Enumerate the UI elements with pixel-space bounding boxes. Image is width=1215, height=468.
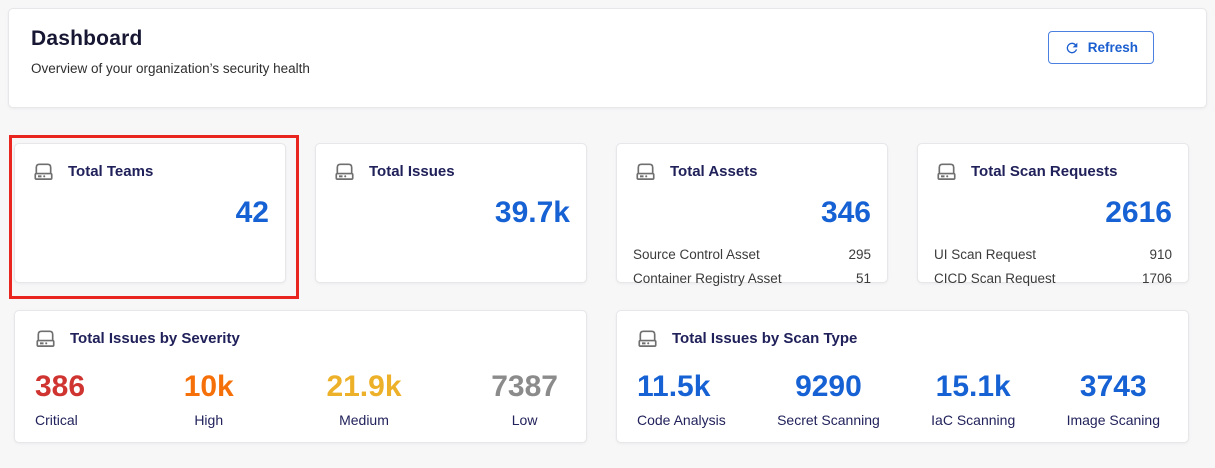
- total-issues-card: Total Issues 39.7k: [315, 143, 587, 283]
- stat-value: 3743: [1079, 370, 1147, 403]
- stat-label: Image Scaning: [1066, 412, 1160, 428]
- scan-type-stat-image-scanning: 3743 Image Scaning: [1066, 370, 1160, 429]
- refresh-button[interactable]: Refresh: [1047, 31, 1154, 64]
- header-text: Dashboard Overview of your organization’…: [31, 25, 310, 91]
- card-title: Total Scan Requests: [971, 163, 1118, 180]
- stat-label: Medium: [339, 412, 389, 428]
- detail-label: CICD Scan Request: [934, 271, 1056, 286]
- stat-label: Critical: [35, 412, 78, 428]
- card-title: Total Issues: [369, 163, 455, 180]
- page-header: Dashboard Overview of your organization’…: [8, 8, 1207, 108]
- total-assets-value: 346: [820, 196, 871, 229]
- stat-label: Secret Scanning: [777, 412, 880, 428]
- issues-by-scan-type-card: Total Issues by Scan Type 11.5k Code Ana…: [616, 310, 1189, 443]
- severity-stat-medium: 21.9k Medium: [326, 370, 402, 429]
- stat-value: 15.1k: [935, 370, 1011, 403]
- hard-drive-icon: [934, 159, 959, 184]
- total-teams-value: 42: [235, 196, 269, 229]
- refresh-button-label: Refresh: [1087, 40, 1138, 55]
- hard-drive-icon: [635, 326, 660, 351]
- detail-label: Container Registry Asset: [633, 271, 782, 286]
- card-title: Total Teams: [68, 163, 154, 180]
- severity-stat-critical: 386 Critical: [35, 370, 91, 429]
- detail-row: Source Control Asset 295: [633, 243, 871, 267]
- stat-value: 9290: [795, 370, 862, 403]
- hard-drive-icon: [332, 159, 357, 184]
- hard-drive-icon: [633, 159, 658, 184]
- detail-row: Container Registry Asset 51: [633, 267, 871, 291]
- total-scan-requests-card: Total Scan Requests 2616 UI Scan Request…: [917, 143, 1189, 286]
- total-teams-card: Total Teams 42: [14, 143, 286, 283]
- detail-row: CICD Scan Request 1706: [934, 267, 1172, 291]
- breakdown-card-row: Total Issues by Severity 386 Critical 10…: [14, 310, 1189, 443]
- scan-type-stat-iac-scanning: 15.1k IaC Scanning: [931, 370, 1016, 429]
- detail-value: 51: [855, 271, 871, 286]
- card-title: Total Issues by Scan Type: [672, 330, 858, 347]
- card-title: Total Assets: [670, 163, 758, 180]
- stat-label: Low: [511, 412, 538, 428]
- stat-value: 21.9k: [326, 370, 402, 403]
- issues-by-severity-card: Total Issues by Severity 386 Critical 10…: [14, 310, 587, 443]
- total-scan-requests-value: 2616: [1105, 196, 1172, 229]
- severity-stat-low: 7387 Low: [491, 370, 558, 429]
- page-subtitle: Overview of your organization’s security…: [31, 61, 310, 76]
- page-title: Dashboard: [31, 27, 143, 50]
- card-title: Total Issues by Severity: [70, 330, 240, 347]
- stat-label: Code Analysis: [637, 412, 726, 428]
- total-assets-card: Total Assets 346 Source Control Asset 29…: [616, 143, 888, 286]
- stat-value: 386: [35, 370, 86, 403]
- total-issues-value: 39.7k: [494, 196, 570, 229]
- detail-value: 295: [848, 247, 871, 262]
- stat-value: 10k: [183, 370, 234, 403]
- severity-stat-high: 10k High: [181, 370, 237, 429]
- stat-value: 7387: [491, 370, 558, 403]
- stat-label: High: [194, 412, 224, 428]
- stat-card-row: Total Teams 42 Total Issues 39.7k Total …: [14, 143, 1189, 286]
- detail-value: 1706: [1141, 271, 1172, 286]
- detail-label: Source Control Asset: [633, 247, 760, 262]
- hard-drive-icon: [33, 326, 58, 351]
- refresh-icon: [1064, 40, 1080, 56]
- scan-type-stat-code-analysis: 11.5k Code Analysis: [637, 370, 726, 429]
- detail-row: UI Scan Request 910: [934, 243, 1172, 267]
- hard-drive-icon: [31, 159, 56, 184]
- scan-type-stat-secret-scanning: 9290 Secret Scanning: [777, 370, 880, 429]
- detail-value: 910: [1149, 247, 1172, 262]
- stat-label: IaC Scanning: [931, 412, 1016, 428]
- stat-value: 11.5k: [637, 370, 711, 403]
- detail-label: UI Scan Request: [934, 247, 1037, 262]
